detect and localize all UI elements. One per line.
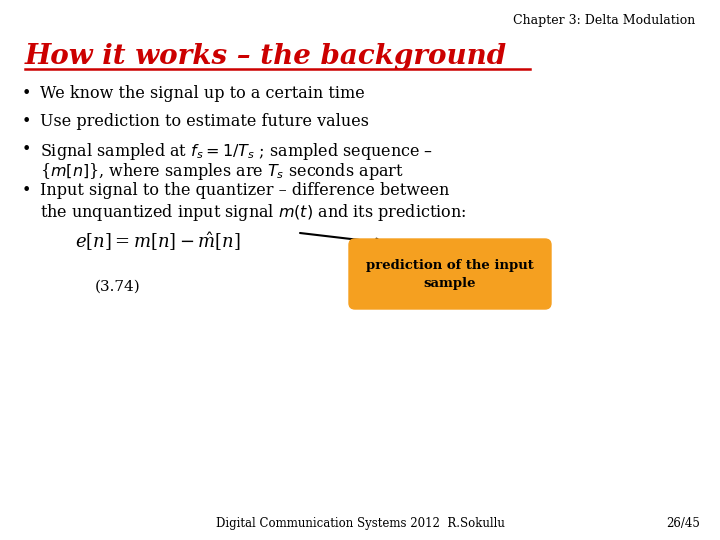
Text: the unquantized input signal $m(t)$ and its prediction:: the unquantized input signal $m(t)$ and … bbox=[40, 202, 467, 223]
Text: 26/45: 26/45 bbox=[666, 517, 700, 530]
Text: •: • bbox=[22, 113, 32, 130]
Text: Signal sampled at $f_s= 1/T_s$ ; sampled sequence –: Signal sampled at $f_s= 1/T_s$ ; sampled… bbox=[40, 141, 433, 162]
Text: $e[n] = m[n] - \hat{m}[n]$: $e[n] = m[n] - \hat{m}[n]$ bbox=[75, 230, 241, 253]
FancyArrowPatch shape bbox=[300, 233, 383, 245]
Text: •: • bbox=[22, 182, 32, 199]
Text: •: • bbox=[22, 141, 32, 158]
Text: How it works – the background: How it works – the background bbox=[25, 43, 507, 70]
Text: We know the signal up to a certain time: We know the signal up to a certain time bbox=[40, 85, 365, 102]
Text: Input signal to the quantizer – difference between: Input signal to the quantizer – differen… bbox=[40, 182, 449, 199]
Text: •: • bbox=[22, 85, 32, 102]
FancyBboxPatch shape bbox=[349, 239, 551, 309]
Text: {$m[n]$}, where samples are $T_s$ seconds apart: {$m[n]$}, where samples are $T_s$ second… bbox=[40, 161, 404, 182]
Text: Use prediction to estimate future values: Use prediction to estimate future values bbox=[40, 113, 369, 130]
Text: Digital Communication Systems 2012  R.Sokullu: Digital Communication Systems 2012 R.Sok… bbox=[215, 517, 505, 530]
Text: prediction of the input
sample: prediction of the input sample bbox=[366, 259, 534, 289]
Text: Chapter 3: Delta Modulation: Chapter 3: Delta Modulation bbox=[513, 14, 695, 27]
Text: (3.74): (3.74) bbox=[95, 280, 140, 294]
